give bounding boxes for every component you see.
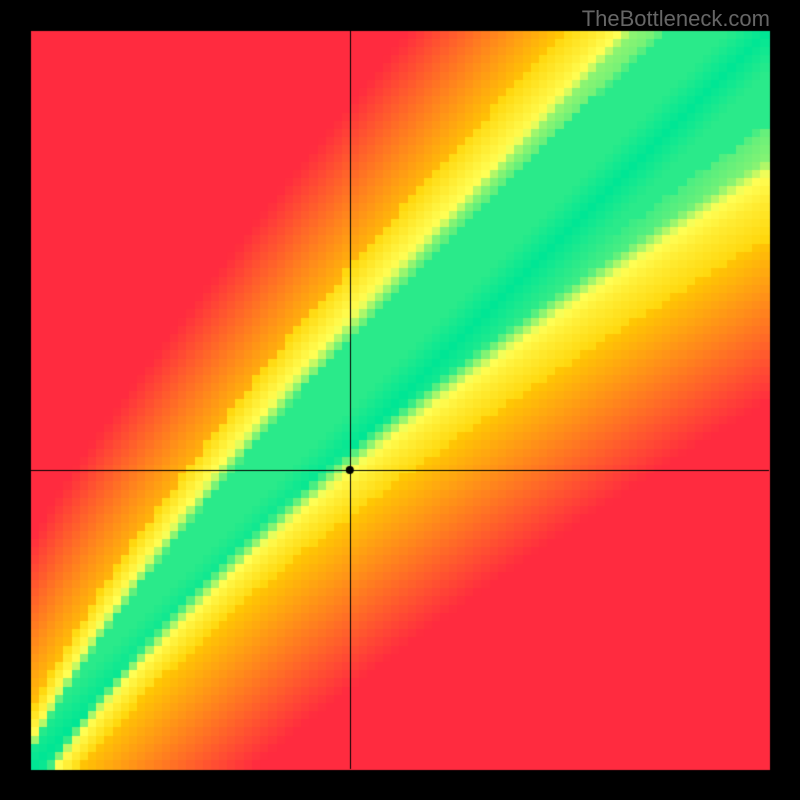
chart-container: TheBottleneck.com (0, 0, 800, 800)
watermark-text: TheBottleneck.com (582, 6, 770, 32)
bottleneck-heatmap-canvas (0, 0, 800, 800)
